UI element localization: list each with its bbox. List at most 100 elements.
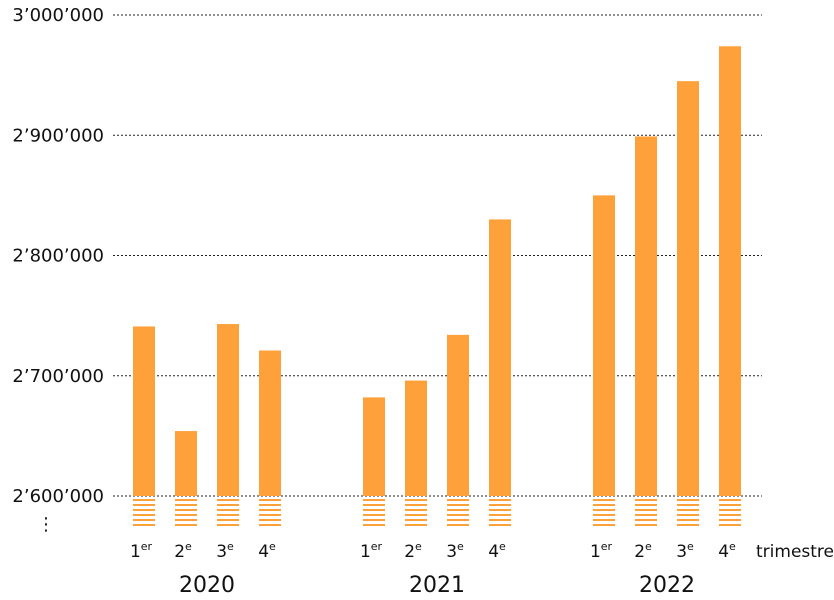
- bar-break-stripe: [489, 504, 511, 506]
- bar-break-stripe: [677, 504, 699, 506]
- category-number: 1: [360, 542, 371, 562]
- bar-break-stripe: [447, 499, 469, 501]
- bar-break-stripe: [489, 519, 511, 521]
- bar-break-stripe: [593, 514, 615, 516]
- bar-break-stripe: [447, 519, 469, 521]
- bar-break-stripe: [217, 524, 239, 526]
- bar-break-stripe: [489, 509, 511, 511]
- bar-break-stripe: [363, 509, 385, 511]
- y-tick-label: 3’000’000: [12, 5, 104, 26]
- category-number: 4: [488, 542, 499, 562]
- bar-break-stripe: [259, 499, 281, 501]
- category-suffix: e: [227, 540, 234, 553]
- bar-break-stripe: [635, 524, 657, 526]
- group-label: 2022: [639, 573, 695, 598]
- bar-break-stripe: [133, 504, 155, 506]
- category-number: 3: [676, 542, 687, 562]
- category-label: 2e: [404, 540, 422, 562]
- category-suffix: er: [141, 540, 153, 553]
- bar-break-stripe: [593, 524, 615, 526]
- bar-break-stripe: [363, 519, 385, 521]
- bar: [133, 326, 155, 496]
- category-suffix: er: [601, 540, 613, 553]
- category-label: 1er: [360, 540, 383, 562]
- bar: [593, 195, 615, 496]
- bar-break-stripe: [259, 514, 281, 516]
- grid-layer: [113, 14, 762, 497]
- bar-break-stripe: [635, 509, 657, 511]
- bar-break-stripe: [133, 509, 155, 511]
- y-tick-label: 2’900’000: [12, 125, 104, 146]
- bar-break-stripe: [259, 524, 281, 526]
- bar-break-stripe: [363, 524, 385, 526]
- bar: [405, 380, 427, 496]
- bar-break-stripe: [175, 524, 197, 526]
- bar-break-stripe: [405, 524, 427, 526]
- bar: [217, 324, 239, 496]
- bar-break-stripe: [175, 509, 197, 511]
- category-label: 4e: [718, 540, 736, 562]
- bar-break-stripe: [635, 499, 657, 501]
- category-suffix: e: [687, 540, 694, 553]
- bar-break-stripe: [175, 519, 197, 521]
- bars-layer: [133, 46, 741, 526]
- bar: [447, 334, 469, 496]
- bar-break-stripe: [593, 499, 615, 501]
- bar-break-stripe: [635, 514, 657, 516]
- bar-break-stripe: [217, 499, 239, 501]
- category-label: 4e: [258, 540, 276, 562]
- bar-break-stripe: [405, 514, 427, 516]
- bar-break-stripe: [593, 509, 615, 511]
- category-suffix: er: [371, 540, 383, 553]
- bar: [677, 81, 699, 496]
- category-label: 1er: [590, 540, 613, 562]
- bar-break-stripe: [217, 504, 239, 506]
- bar-break-stripe: [217, 509, 239, 511]
- y-tick-label: 2’800’000: [12, 246, 104, 267]
- bar-break-stripe: [175, 504, 197, 506]
- bar-break-stripe: [677, 509, 699, 511]
- category-suffix: e: [729, 540, 736, 553]
- bar-break-stripe: [719, 514, 741, 516]
- group-label: 2021: [409, 573, 465, 598]
- bar-break-stripe: [217, 514, 239, 516]
- bar-break-stripe: [489, 524, 511, 526]
- category-number: 2: [634, 542, 645, 562]
- bar-break-stripe: [133, 519, 155, 521]
- bar-break-stripe: [259, 504, 281, 506]
- bar-break-stripe: [133, 524, 155, 526]
- bar: [489, 219, 511, 497]
- bar-break-stripe: [447, 514, 469, 516]
- bar-break-stripe: [593, 504, 615, 506]
- category-number: 1: [130, 542, 141, 562]
- y-tick-label: 2’600’000: [12, 486, 104, 507]
- category-label: 4e: [488, 540, 506, 562]
- bar-break-stripe: [363, 514, 385, 516]
- bar-break-stripe: [677, 514, 699, 516]
- bar-break-stripe: [175, 499, 197, 501]
- bar: [175, 431, 197, 496]
- category-label: 2e: [174, 540, 192, 562]
- bar: [363, 397, 385, 496]
- bar-break-stripe: [719, 499, 741, 501]
- bar-break-stripe: [719, 509, 741, 511]
- bar-break-stripe: [489, 514, 511, 516]
- category-suffix: e: [269, 540, 276, 553]
- bar-break-stripe: [447, 504, 469, 506]
- category-label: 3e: [676, 540, 694, 562]
- bar-break-stripe: [217, 519, 239, 521]
- labels-layer: 2’600’000 2’700’000 2’800’000 2’900’000 3’00…: [12, 5, 736, 598]
- bar-break-stripe: [719, 524, 741, 526]
- x-axis-title: trimestre: [756, 542, 834, 562]
- bar-break-stripe: [719, 519, 741, 521]
- group-label: 2020: [179, 573, 235, 598]
- category-number: 3: [216, 542, 227, 562]
- bar-break-stripe: [635, 519, 657, 521]
- bar-break-stripe: [635, 504, 657, 506]
- category-number: 2: [404, 542, 415, 562]
- bar-break-stripe: [175, 514, 197, 516]
- bar-break-stripe: [133, 499, 155, 501]
- category-suffix: e: [457, 540, 464, 553]
- bar-break-stripe: [447, 524, 469, 526]
